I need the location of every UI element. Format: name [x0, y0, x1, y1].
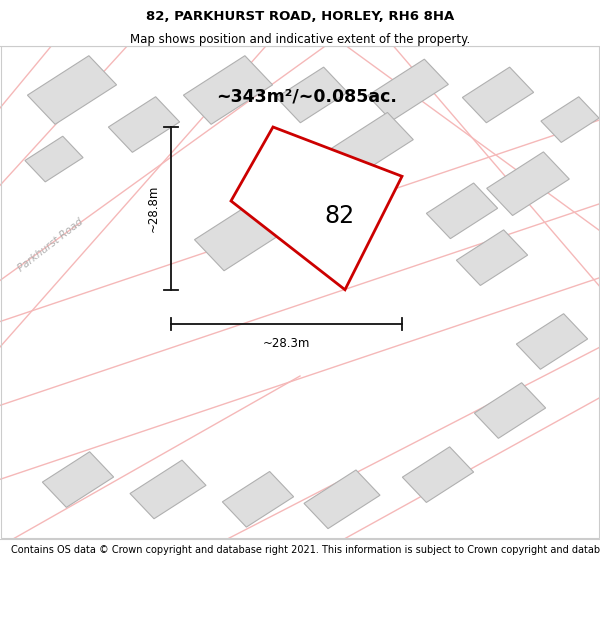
Text: ~28.8m: ~28.8m [147, 184, 160, 232]
Text: 82: 82 [324, 204, 354, 228]
Polygon shape [231, 127, 402, 290]
Polygon shape [331, 112, 413, 176]
Polygon shape [541, 97, 599, 142]
Polygon shape [475, 382, 545, 438]
Text: Contains OS data © Crown copyright and database right 2021. This information is : Contains OS data © Crown copyright and d… [11, 545, 600, 555]
Polygon shape [43, 452, 113, 508]
Polygon shape [28, 56, 116, 124]
Polygon shape [130, 460, 206, 519]
Polygon shape [457, 230, 527, 286]
Text: ~343m²/~0.085ac.: ~343m²/~0.085ac. [216, 88, 397, 106]
Polygon shape [109, 97, 179, 152]
Text: ~28.3m: ~28.3m [263, 337, 310, 349]
Polygon shape [403, 447, 473, 503]
Polygon shape [427, 183, 497, 239]
Polygon shape [194, 200, 286, 271]
Polygon shape [463, 67, 533, 122]
Polygon shape [277, 67, 347, 122]
Polygon shape [517, 314, 587, 369]
Text: 82, PARKHURST ROAD, HORLEY, RH6 8HA: 82, PARKHURST ROAD, HORLEY, RH6 8HA [146, 10, 454, 23]
Polygon shape [487, 152, 569, 216]
Polygon shape [184, 56, 272, 124]
Text: Parkhurst Road: Parkhurst Road [16, 217, 86, 274]
Polygon shape [25, 136, 83, 182]
Polygon shape [304, 470, 380, 529]
Text: Map shows position and indicative extent of the property.: Map shows position and indicative extent… [130, 33, 470, 46]
Polygon shape [368, 59, 448, 121]
Polygon shape [223, 471, 293, 527]
